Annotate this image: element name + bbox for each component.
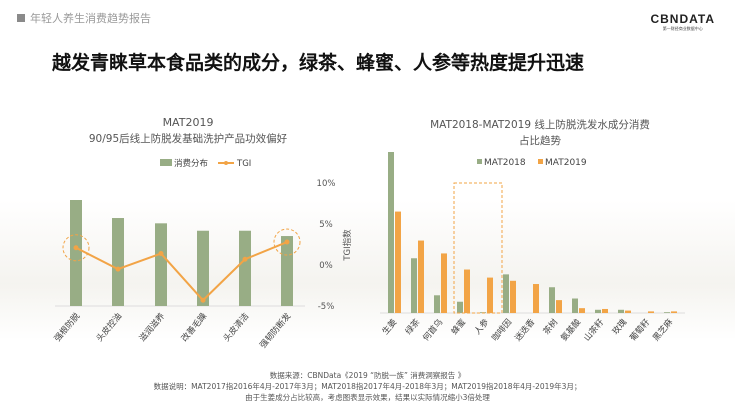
footer-note: 数据说明：MAT2017指2016年4月-2017年3月；MAT2018指201…	[153, 382, 582, 391]
highlight-box	[453, 182, 503, 314]
bar-MAT2019-6	[533, 284, 539, 313]
tgi-point-5	[284, 239, 290, 245]
bar-MAT2018-3	[457, 301, 463, 313]
bar-MAT2018-1	[411, 258, 417, 313]
tgi-point-0	[73, 245, 79, 251]
x-label-chart2: 生姜	[380, 316, 400, 336]
bar-MAT2019-8	[579, 308, 585, 313]
tgi-line	[75, 241, 288, 302]
chart1-title: MAT2019	[163, 116, 214, 129]
bar-MAT2018-7	[549, 287, 555, 313]
bar-MAT2019-9	[602, 308, 608, 313]
y2-tick: 0%	[319, 261, 333, 271]
bar-MAT2019-11	[648, 311, 654, 313]
y2-axis-label: TGI指数	[342, 229, 353, 262]
report-name: 年轻人养生消费趋势报告	[30, 12, 151, 25]
x-label-chart1: 改善毛躁	[179, 310, 210, 343]
page-title: 越发青睐草本食品类的成分，绿茶、蜂蜜、人参等热度提升迅速	[52, 52, 585, 74]
x-label-chart2: 绿茶	[403, 316, 423, 336]
bar-MAT2018-8	[572, 298, 578, 313]
legend-consumption: 消费分布	[174, 158, 208, 169]
y2-tick: 10%	[317, 179, 336, 189]
tgi-point-2	[158, 251, 164, 257]
bar-MAT2019-3	[464, 269, 470, 313]
header-square-icon	[17, 14, 25, 22]
logo-text: CBNDATA	[650, 12, 715, 26]
legend-swatch-2018	[477, 159, 482, 164]
chart2-title: MAT2018-MAT2019 线上防脱洗发水成分消费	[430, 118, 650, 131]
x-label-chart1: 头皮控油	[94, 311, 124, 344]
footer-source: 数据来源：CBNData《2019 “防脱一族” 消费洞察报告 》	[269, 371, 466, 380]
bar-MAT2019-0	[395, 211, 401, 313]
bar-consumption-0	[70, 200, 82, 306]
highlight-circle-0	[62, 234, 90, 262]
bar-MAT2018-12	[664, 312, 670, 313]
bar-MAT2019-7	[556, 300, 562, 313]
bar-consumption-3	[197, 230, 209, 306]
x-label-chart2: 氨基酸	[558, 316, 583, 343]
bar-MAT2018-10	[618, 309, 624, 313]
x-label-chart1: 强根防脱	[52, 310, 83, 343]
logo-subtext: 第一财经商业数据中心	[662, 26, 703, 31]
legend-swatch-consumption	[160, 159, 172, 166]
y2-tick: 5%	[319, 220, 333, 230]
x-label-chart2: 黑芝麻	[650, 316, 675, 343]
x-label-chart1: 强韧防断发	[258, 310, 294, 350]
tgi-point-3	[200, 297, 206, 303]
chart2-subtitle: 占比趋势	[519, 134, 561, 147]
x-label-chart1: 头皮清洁	[221, 310, 252, 343]
legend-swatch-2019	[538, 159, 543, 164]
tgi-point-4	[242, 256, 248, 262]
logo: CBNDATA 第一财经商业数据中心	[650, 12, 715, 32]
bar-MAT2018-9	[595, 309, 601, 313]
x-label-chart2: 何首乌	[420, 317, 445, 344]
x-label-chart2: 人参	[472, 316, 492, 336]
footer-note2: 由于生姜成分占比较高，考虑图表显示效果，结果以实际情况缩小3倍处理	[245, 393, 490, 402]
bar-MAT2019-1	[418, 240, 424, 313]
bar-MAT2019-5	[510, 280, 516, 313]
bar-consumption-1	[112, 218, 124, 306]
x-label-chart2: 茶树	[541, 316, 561, 336]
x-label-chart2: 迷迭香	[512, 316, 537, 343]
bar-MAT2018-2	[434, 295, 440, 313]
x-label-chart2: 山茶籽	[581, 316, 606, 343]
tgi-point-1	[115, 266, 121, 272]
y2-tick: -5%	[318, 302, 335, 312]
chart1-subtitle: 90/95后线上防脱发基础洗护产品功效偏好	[89, 132, 288, 145]
legend-tgi: TGI	[236, 159, 251, 169]
x-label-chart1: 滋润滋养	[137, 310, 168, 343]
bar-MAT2019-12	[671, 311, 677, 313]
bar-MAT2019-2	[441, 253, 447, 313]
x-label-chart2: 玫瑰	[610, 316, 630, 336]
bar-MAT2018-5	[503, 274, 509, 313]
report-header: 年轻人养生消费趋势报告	[17, 10, 151, 26]
bar-MAT2019-4	[487, 277, 493, 313]
bar-consumption-2	[155, 223, 167, 306]
highlight-circle-5	[273, 228, 301, 256]
legend-marker-tgi	[224, 161, 228, 165]
bar-consumption-4	[239, 230, 251, 306]
bar-MAT2018-0	[388, 152, 394, 313]
x-label-chart2: 蜂蜜	[449, 317, 468, 337]
x-label-chart2: 葡萄籽	[627, 316, 652, 343]
legend-2019: MAT2019	[545, 158, 587, 168]
legend-2018: MAT2018	[484, 158, 526, 168]
x-label-chart2: 咖啡因	[489, 317, 514, 344]
bar-MAT2019-10	[625, 310, 631, 313]
bar-consumption-5	[281, 236, 293, 306]
